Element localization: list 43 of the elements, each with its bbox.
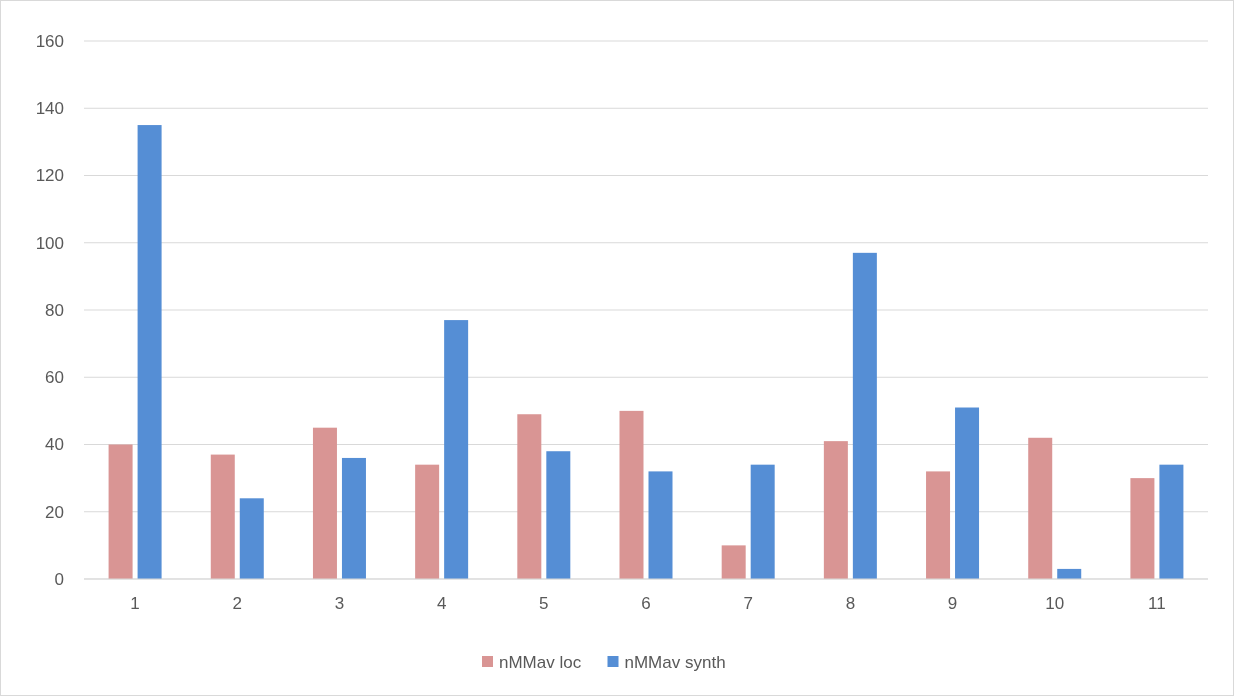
- bar: [137, 125, 162, 579]
- y-tick-label: 140: [35, 99, 64, 119]
- x-tick-label: 11: [1148, 594, 1166, 613]
- bar: [852, 252, 877, 579]
- bar: [648, 471, 673, 579]
- y-tick-label: 160: [35, 31, 64, 51]
- y-tick-label: 40: [45, 435, 64, 455]
- y-tick-label: 80: [45, 300, 64, 320]
- legend-label: nMMav synth: [624, 652, 726, 672]
- bar: [108, 444, 133, 579]
- y-tick-label: 60: [45, 368, 64, 388]
- y-tick-label: 120: [35, 166, 64, 186]
- bar: [444, 320, 469, 579]
- bar: [546, 451, 571, 579]
- bar: [721, 545, 746, 579]
- bar: [415, 464, 440, 579]
- x-tick-label: 10: [1045, 594, 1065, 613]
- bar: [341, 457, 366, 579]
- bar: [619, 410, 644, 579]
- bar: [750, 464, 775, 579]
- y-tick-label: 20: [45, 502, 64, 522]
- x-tick-label: 9: [947, 594, 958, 613]
- legend-label: nMMav loc: [499, 652, 582, 672]
- bar: [926, 471, 951, 579]
- bar: [239, 498, 264, 579]
- x-tick-label: 3: [334, 594, 345, 613]
- bar: [312, 427, 337, 579]
- bar: [955, 407, 980, 579]
- x-tick-label: 5: [539, 594, 549, 613]
- bar: [823, 441, 848, 579]
- bar: [1130, 478, 1155, 579]
- x-tick-label: 4: [436, 594, 447, 613]
- bar: [1028, 437, 1053, 579]
- x-tick-label: 8: [845, 594, 856, 613]
- y-tick-label: 100: [35, 233, 64, 253]
- y-tick-label: 0: [54, 569, 64, 589]
- bar: [517, 414, 542, 579]
- x-tick-label: 6: [641, 594, 651, 613]
- x-tick-label: 7: [743, 594, 753, 613]
- bar: [1159, 464, 1184, 579]
- x-tick-label: 1: [130, 594, 140, 613]
- x-tick-label: 2: [232, 594, 243, 613]
- bar: [210, 454, 235, 579]
